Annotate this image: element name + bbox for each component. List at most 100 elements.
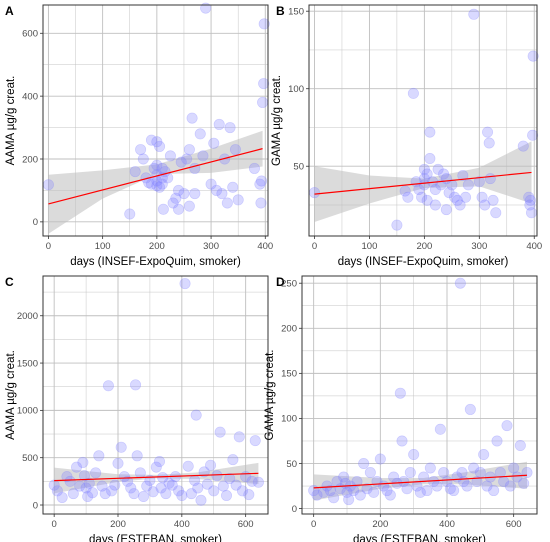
data-point bbox=[446, 179, 458, 191]
data-point bbox=[524, 194, 536, 206]
data-point bbox=[179, 278, 191, 290]
data-point bbox=[252, 476, 264, 488]
data-point bbox=[173, 184, 185, 196]
data-point bbox=[361, 483, 373, 495]
data-point bbox=[464, 403, 476, 415]
data-point bbox=[155, 482, 167, 494]
data-point bbox=[343, 494, 355, 506]
trend-line bbox=[54, 472, 259, 482]
confidence-band bbox=[314, 141, 532, 223]
data-point bbox=[213, 118, 225, 130]
data-point bbox=[328, 492, 340, 504]
data-point bbox=[524, 199, 536, 211]
data-point bbox=[258, 18, 270, 30]
data-point bbox=[511, 471, 523, 483]
data-point bbox=[254, 178, 266, 190]
data-point bbox=[514, 439, 526, 451]
data-point bbox=[214, 426, 226, 438]
data-point bbox=[501, 420, 513, 432]
x-tick-label: 100 bbox=[95, 241, 111, 252]
data-point bbox=[150, 461, 162, 473]
data-point bbox=[388, 471, 400, 483]
x-tick-label: 0 bbox=[52, 519, 57, 530]
x-axis-title: days (ESTEBAN, smoker) bbox=[353, 534, 486, 542]
data-point bbox=[197, 150, 209, 162]
data-point bbox=[249, 435, 261, 447]
data-point bbox=[456, 467, 468, 479]
data-point bbox=[141, 480, 153, 492]
data-point bbox=[96, 480, 108, 492]
data-point bbox=[67, 488, 79, 500]
data-point bbox=[341, 486, 353, 498]
trend-line bbox=[313, 474, 528, 489]
data-point bbox=[438, 168, 450, 180]
data-point bbox=[186, 112, 198, 124]
y-tick-label: 250 bbox=[281, 279, 297, 290]
panel-border bbox=[308, 4, 538, 237]
data-point bbox=[441, 476, 453, 488]
data-point bbox=[99, 488, 111, 500]
data-point bbox=[145, 134, 157, 146]
y-tick-label: 50 bbox=[286, 459, 297, 470]
data-point bbox=[474, 467, 486, 479]
data-point bbox=[473, 176, 485, 188]
data-point bbox=[438, 467, 450, 479]
x-tick-label: 400 bbox=[174, 519, 190, 530]
data-point bbox=[130, 379, 142, 391]
y-tick-label: 50 bbox=[293, 162, 304, 173]
data-point bbox=[526, 207, 538, 219]
y-tick-label: 150 bbox=[281, 369, 297, 380]
data-point bbox=[156, 178, 168, 190]
data-point bbox=[434, 423, 446, 435]
data-point bbox=[491, 435, 503, 447]
data-point bbox=[128, 488, 140, 500]
data-point bbox=[201, 478, 213, 490]
y-tick-label: 150 bbox=[288, 7, 304, 18]
data-point bbox=[74, 480, 86, 492]
data-point bbox=[230, 479, 242, 491]
x-tick-label: 200 bbox=[372, 519, 388, 530]
data-point bbox=[106, 485, 118, 497]
x-tick-label: 600 bbox=[238, 519, 254, 530]
data-point bbox=[229, 144, 241, 156]
data-point bbox=[164, 150, 176, 162]
trend-line bbox=[314, 171, 532, 195]
data-point bbox=[80, 482, 92, 494]
y-tick-label: 500 bbox=[22, 453, 38, 464]
data-point bbox=[185, 488, 197, 500]
trend-line bbox=[48, 148, 263, 205]
y-tick-label: 0 bbox=[292, 504, 297, 515]
x-tick-label: 200 bbox=[110, 519, 126, 530]
data-point bbox=[483, 137, 495, 149]
panel-border bbox=[301, 275, 538, 515]
data-point bbox=[175, 156, 187, 168]
y-tick-label: 400 bbox=[22, 91, 38, 102]
y-tick-label: 0 bbox=[33, 500, 38, 511]
data-point bbox=[401, 483, 413, 495]
y-tick-label: 200 bbox=[281, 324, 297, 335]
data-point bbox=[90, 467, 102, 479]
data-point bbox=[421, 485, 433, 497]
data-point bbox=[324, 485, 336, 497]
data-point bbox=[418, 471, 430, 483]
data-point bbox=[145, 178, 157, 190]
data-point bbox=[233, 431, 245, 443]
data-point bbox=[182, 460, 194, 472]
data-point bbox=[118, 471, 130, 483]
y-tick-label: 2000 bbox=[17, 311, 38, 322]
data-point bbox=[83, 477, 95, 489]
data-point bbox=[151, 180, 163, 192]
data-point bbox=[42, 179, 54, 191]
x-tick-label: 600 bbox=[506, 519, 522, 530]
data-point bbox=[181, 153, 193, 165]
data-point bbox=[221, 490, 233, 502]
data-point bbox=[407, 87, 419, 99]
panel-c: 0 200 400 600 0 500 1000 1500 2000 days (ESTEBAN,… bbox=[5, 275, 269, 542]
data-point bbox=[311, 489, 323, 501]
data-point bbox=[454, 277, 466, 289]
y-tick-label: 1000 bbox=[17, 406, 38, 417]
data-point bbox=[176, 490, 188, 502]
data-point bbox=[86, 487, 98, 499]
data-point bbox=[408, 448, 420, 460]
